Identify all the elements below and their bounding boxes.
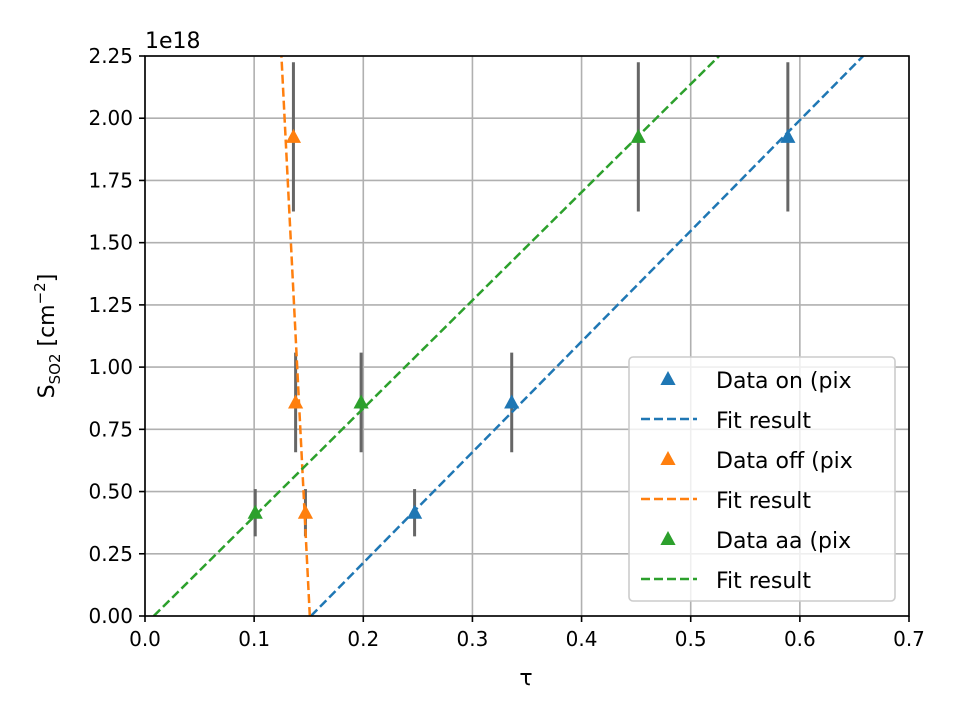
x-tick-label: 0.7 [893,627,925,651]
x-tick-label: 0.1 [238,627,270,651]
x-tick-label: 0.3 [457,627,489,651]
x-tick-label: 0.0 [129,627,161,651]
x-tick-label: 0.4 [566,627,598,651]
fit-lines [152,56,865,616]
x-axis-label: τ [519,666,532,691]
y-tick-label: 1.25 [88,293,133,317]
fit-line [310,56,865,616]
y-tick-label: 0.75 [88,417,133,441]
legend-label: Data off (pix [716,449,853,474]
legend-label: Fit result [716,409,811,434]
fit-line [152,56,720,616]
y-tick-label: 1.50 [88,231,133,255]
data-point [297,504,314,519]
data-point [504,394,520,409]
x-axis-ticks: 0.0 0.1 0.2 0.3 0.4 0.5 0.6 0.7 [129,616,925,651]
legend-marker [660,531,676,545]
y-tick-label: 0.50 [88,480,133,504]
data-point [247,504,263,519]
data-point [630,128,646,143]
legend-label: Fit result [716,489,811,514]
legend-label: Data aa (pix [716,529,851,554]
plot-frame [144,55,910,617]
y-axis-offset-label: 1e18 [145,29,201,54]
legend: Data on (pix Fit result Data off (pix Fit r… [628,356,896,602]
y-tick-label: 2.25 [88,44,133,68]
x-tick-label: 0.6 [784,627,816,651]
legend-label: Fit result [716,569,811,594]
data-point [406,504,423,519]
y-axis-label: SSO2 [cm−2] [31,274,64,399]
y-axis-label-unit: [cm [35,304,60,353]
y-axis-ticks: 0.00 0.25 0.50 0.75 1.00 1.25 1.50 1.75 2.00 2.25 [88,44,145,628]
y-tick-label: 1.75 [88,168,133,192]
y-tick-label: 0.00 [88,604,133,628]
data-point [285,128,302,143]
fit-line [280,56,312,616]
y-axis-label-unit-exponent: −2 [31,282,49,304]
y-tick-label: 2.00 [88,106,133,130]
y-axis-label-subscript: SO2 [46,353,64,384]
legend-marker [660,371,676,385]
data-point [780,128,796,143]
y-axis-label-unit-close: ] [35,274,60,283]
data-point [353,394,369,409]
y-tick-label: 0.25 [88,542,133,566]
x-tick-label: 0.5 [675,627,707,651]
legend-label: Data on (pix [716,369,852,394]
x-tick-label: 0.2 [347,627,379,651]
data-points [247,128,796,519]
legend-marker [660,451,676,465]
data-point [288,394,304,409]
y-tick-label: 1.00 [88,355,133,379]
y-axis-label-main: S [35,384,60,398]
